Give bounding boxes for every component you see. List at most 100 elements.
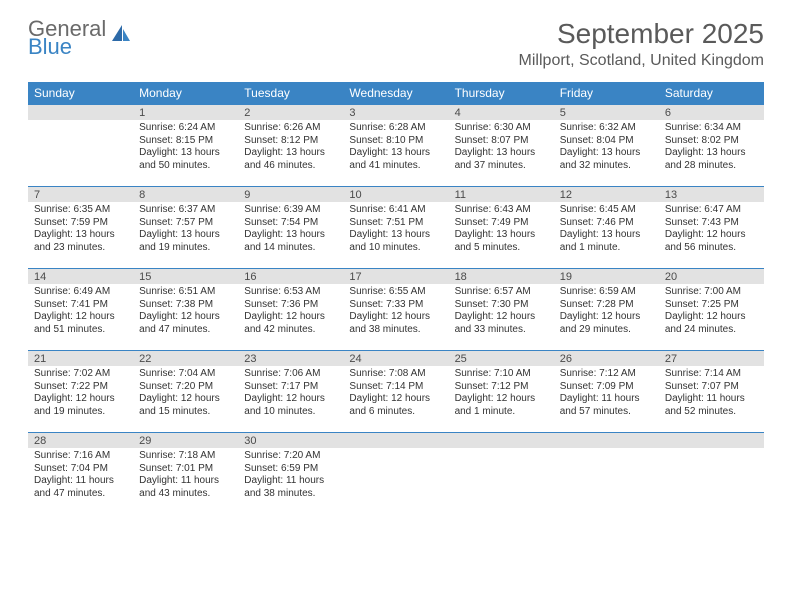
day-content <box>659 448 764 514</box>
calendar-week-row: 7Sunrise: 6:35 AMSunset: 7:59 PMDaylight… <box>28 186 764 268</box>
weekday-header: Monday <box>133 82 238 104</box>
location: Millport, Scotland, United Kingdom <box>519 52 764 70</box>
sunrise-text: Sunrise: 7:06 AM <box>244 368 337 381</box>
sunrise-text: Sunrise: 6:37 AM <box>139 204 232 217</box>
sunset-text: Sunset: 7:43 PM <box>665 217 758 230</box>
sunset-text: Sunset: 7:33 PM <box>349 299 442 312</box>
day-content <box>343 448 448 514</box>
calendar-cell: 8Sunrise: 6:37 AMSunset: 7:57 PMDaylight… <box>133 186 238 268</box>
day-content: Sunrise: 6:35 AMSunset: 7:59 PMDaylight:… <box>28 202 133 268</box>
day-number: 10 <box>343 186 448 202</box>
calendar-cell: 4Sunrise: 6:30 AMSunset: 8:07 PMDaylight… <box>449 104 554 186</box>
day-content: Sunrise: 7:02 AMSunset: 7:22 PMDaylight:… <box>28 366 133 432</box>
calendar-week-row: 28Sunrise: 7:16 AMSunset: 7:04 PMDayligh… <box>28 432 764 514</box>
sunset-text: Sunset: 7:14 PM <box>349 381 442 394</box>
day-number: 29 <box>133 432 238 448</box>
calendar-cell <box>28 104 133 186</box>
sunrise-text: Sunrise: 6:34 AM <box>665 122 758 135</box>
sunrise-text: Sunrise: 7:02 AM <box>34 368 127 381</box>
sunset-text: Sunset: 7:22 PM <box>34 381 127 394</box>
month-title: September 2025 <box>519 18 764 50</box>
calendar-cell: 7Sunrise: 6:35 AMSunset: 7:59 PMDaylight… <box>28 186 133 268</box>
daylight-text: Daylight: 11 hours and 38 minutes. <box>244 475 337 500</box>
weekday-header-row: Sunday Monday Tuesday Wednesday Thursday… <box>28 82 764 104</box>
sunrise-text: Sunrise: 6:26 AM <box>244 122 337 135</box>
day-number: 27 <box>659 350 764 366</box>
sunrise-text: Sunrise: 6:55 AM <box>349 286 442 299</box>
daylight-text: Daylight: 12 hours and 51 minutes. <box>34 311 127 336</box>
calendar-week-row: 14Sunrise: 6:49 AMSunset: 7:41 PMDayligh… <box>28 268 764 350</box>
day-content: Sunrise: 6:55 AMSunset: 7:33 PMDaylight:… <box>343 284 448 350</box>
calendar-cell: 25Sunrise: 7:10 AMSunset: 7:12 PMDayligh… <box>449 350 554 432</box>
sunrise-text: Sunrise: 6:59 AM <box>560 286 653 299</box>
day-number: 8 <box>133 186 238 202</box>
day-number: 20 <box>659 268 764 284</box>
day-content: Sunrise: 6:47 AMSunset: 7:43 PMDaylight:… <box>659 202 764 268</box>
daylight-text: Daylight: 12 hours and 29 minutes. <box>560 311 653 336</box>
calendar-week-row: 21Sunrise: 7:02 AMSunset: 7:22 PMDayligh… <box>28 350 764 432</box>
day-content: Sunrise: 7:08 AMSunset: 7:14 PMDaylight:… <box>343 366 448 432</box>
day-number: 24 <box>343 350 448 366</box>
day-content: Sunrise: 6:37 AMSunset: 7:57 PMDaylight:… <box>133 202 238 268</box>
header: General Blue September 2025 Millport, Sc… <box>28 18 764 70</box>
sunrise-text: Sunrise: 6:57 AM <box>455 286 548 299</box>
day-number: 9 <box>238 186 343 202</box>
calendar-cell: 23Sunrise: 7:06 AMSunset: 7:17 PMDayligh… <box>238 350 343 432</box>
calendar-cell: 11Sunrise: 6:43 AMSunset: 7:49 PMDayligh… <box>449 186 554 268</box>
weekday-header: Tuesday <box>238 82 343 104</box>
daylight-text: Daylight: 13 hours and 5 minutes. <box>455 229 548 254</box>
sunset-text: Sunset: 7:36 PM <box>244 299 337 312</box>
daylight-text: Daylight: 12 hours and 15 minutes. <box>139 393 232 418</box>
day-content: Sunrise: 7:06 AMSunset: 7:17 PMDaylight:… <box>238 366 343 432</box>
sunrise-text: Sunrise: 6:39 AM <box>244 204 337 217</box>
calendar-cell <box>659 432 764 514</box>
sunrise-text: Sunrise: 7:12 AM <box>560 368 653 381</box>
day-content: Sunrise: 6:30 AMSunset: 8:07 PMDaylight:… <box>449 120 554 186</box>
day-number: 23 <box>238 350 343 366</box>
calendar-cell: 3Sunrise: 6:28 AMSunset: 8:10 PMDaylight… <box>343 104 448 186</box>
day-number: 1 <box>133 104 238 120</box>
sunrise-text: Sunrise: 6:41 AM <box>349 204 442 217</box>
sunset-text: Sunset: 7:57 PM <box>139 217 232 230</box>
sunrise-text: Sunrise: 6:35 AM <box>34 204 127 217</box>
calendar-cell: 9Sunrise: 6:39 AMSunset: 7:54 PMDaylight… <box>238 186 343 268</box>
sunset-text: Sunset: 8:07 PM <box>455 135 548 148</box>
daylight-text: Daylight: 13 hours and 37 minutes. <box>455 147 548 172</box>
weekday-header: Wednesday <box>343 82 448 104</box>
day-content: Sunrise: 7:18 AMSunset: 7:01 PMDaylight:… <box>133 448 238 514</box>
sunrise-text: Sunrise: 6:53 AM <box>244 286 337 299</box>
calendar-cell: 16Sunrise: 6:53 AMSunset: 7:36 PMDayligh… <box>238 268 343 350</box>
sunset-text: Sunset: 8:12 PM <box>244 135 337 148</box>
day-content <box>28 120 133 186</box>
day-content: Sunrise: 7:16 AMSunset: 7:04 PMDaylight:… <box>28 448 133 514</box>
daylight-text: Daylight: 12 hours and 56 minutes. <box>665 229 758 254</box>
daylight-text: Daylight: 11 hours and 47 minutes. <box>34 475 127 500</box>
weekday-header: Sunday <box>28 82 133 104</box>
empty-day-number <box>28 104 133 120</box>
calendar-cell <box>554 432 659 514</box>
daylight-text: Daylight: 13 hours and 41 minutes. <box>349 147 442 172</box>
daylight-text: Daylight: 12 hours and 42 minutes. <box>244 311 337 336</box>
calendar-cell: 13Sunrise: 6:47 AMSunset: 7:43 PMDayligh… <box>659 186 764 268</box>
sunset-text: Sunset: 7:25 PM <box>665 299 758 312</box>
empty-day-number <box>449 432 554 448</box>
sunrise-text: Sunrise: 6:32 AM <box>560 122 653 135</box>
daylight-text: Daylight: 13 hours and 14 minutes. <box>244 229 337 254</box>
daylight-text: Daylight: 12 hours and 47 minutes. <box>139 311 232 336</box>
day-content <box>554 448 659 514</box>
logo-word2: Blue <box>28 38 72 57</box>
day-content: Sunrise: 7:00 AMSunset: 7:25 PMDaylight:… <box>659 284 764 350</box>
day-number: 6 <box>659 104 764 120</box>
daylight-text: Daylight: 13 hours and 10 minutes. <box>349 229 442 254</box>
day-content: Sunrise: 6:32 AMSunset: 8:04 PMDaylight:… <box>554 120 659 186</box>
calendar-table: Sunday Monday Tuesday Wednesday Thursday… <box>28 82 764 514</box>
day-content: Sunrise: 6:39 AMSunset: 7:54 PMDaylight:… <box>238 202 343 268</box>
daylight-text: Daylight: 12 hours and 24 minutes. <box>665 311 758 336</box>
sunrise-text: Sunrise: 6:43 AM <box>455 204 548 217</box>
day-content: Sunrise: 7:10 AMSunset: 7:12 PMDaylight:… <box>449 366 554 432</box>
day-number: 25 <box>449 350 554 366</box>
day-content: Sunrise: 7:04 AMSunset: 7:20 PMDaylight:… <box>133 366 238 432</box>
calendar-cell: 14Sunrise: 6:49 AMSunset: 7:41 PMDayligh… <box>28 268 133 350</box>
sunset-text: Sunset: 7:59 PM <box>34 217 127 230</box>
daylight-text: Daylight: 13 hours and 46 minutes. <box>244 147 337 172</box>
